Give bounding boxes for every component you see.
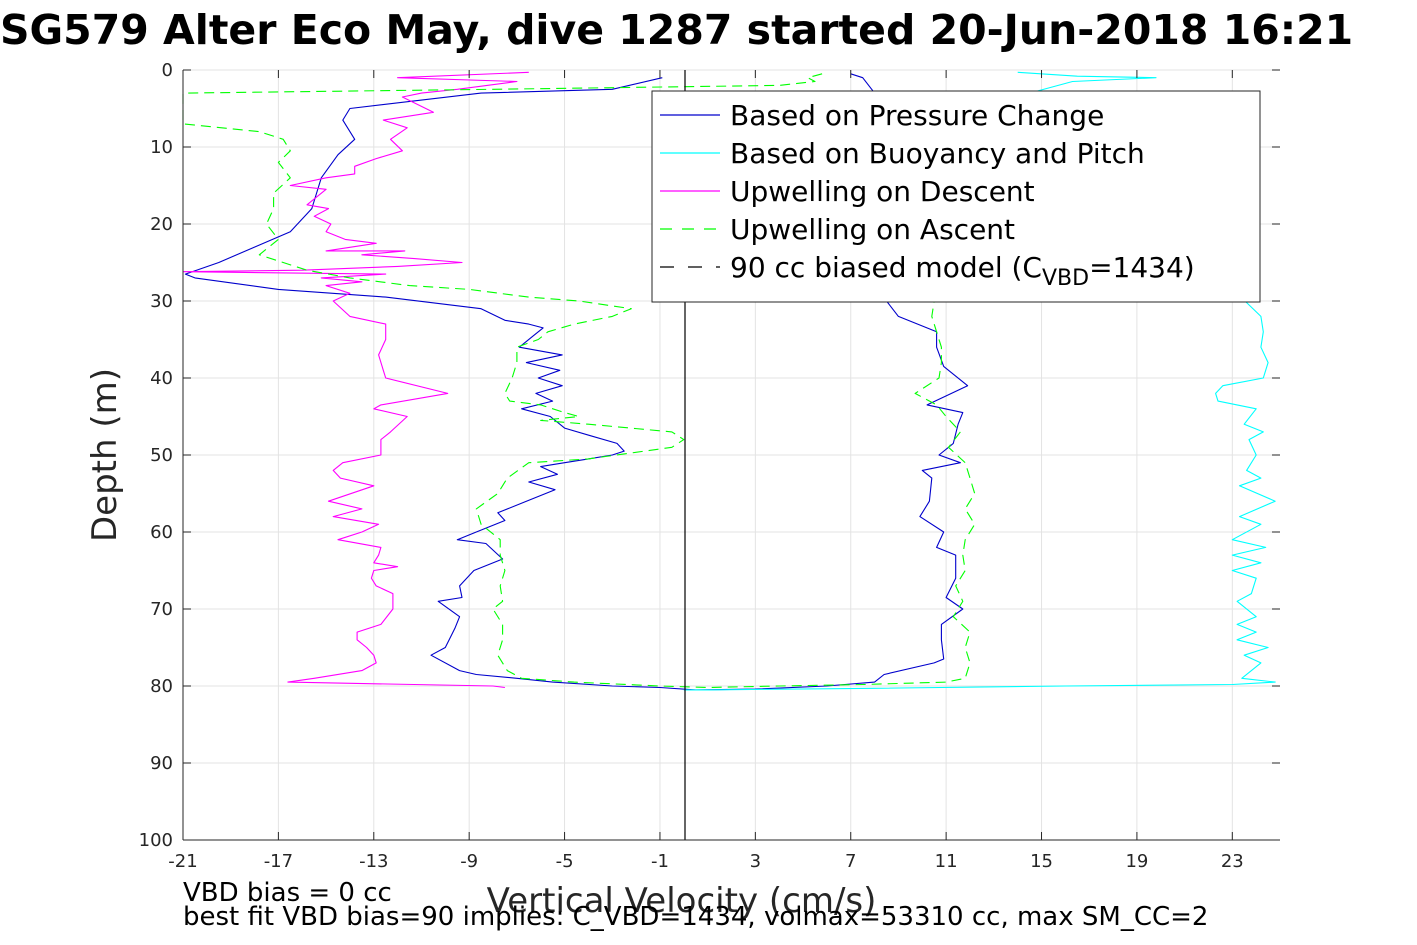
y-tick-label: 30 — [150, 291, 173, 312]
x-tick-label: -9 — [460, 851, 478, 872]
y-tick-label: 50 — [150, 445, 173, 466]
x-tick-label: 15 — [1030, 851, 1053, 872]
series-line-0 — [184, 73, 969, 691]
legend-label-0: Based on Pressure Change — [730, 99, 1104, 132]
series-line-3 — [182, 73, 976, 689]
x-tick-label: -1 — [651, 851, 669, 872]
x-tick-label: -17 — [264, 851, 293, 872]
y-tick-label: 90 — [150, 753, 173, 774]
legend-box — [651, 90, 1261, 303]
series-line-2 — [182, 71, 529, 689]
y-tick-label: 40 — [150, 368, 173, 389]
y-axis-label: Depth (m) — [85, 368, 125, 542]
legend-label-1: Based on Buoyancy and Pitch — [730, 137, 1145, 170]
chart-title: SG579 Alter Eco May, dive 1287 started 2… — [0, 6, 1354, 54]
x-tick-label: 19 — [1125, 851, 1148, 872]
footer-line-1: VBD bias = 0 cc — [183, 878, 392, 908]
y-tick-label: 60 — [150, 522, 173, 543]
x-tick-label: -5 — [556, 851, 574, 872]
x-tick-label: -21 — [168, 851, 197, 872]
y-tick-label: 100 — [139, 830, 173, 851]
x-tick-label: -13 — [359, 851, 388, 872]
x-tick-label: 23 — [1221, 851, 1244, 872]
y-tick-label: 0 — [162, 60, 173, 81]
footer-line-2: best fit VBD bias=90 implies: C_VBD=1434… — [183, 902, 1209, 932]
chart-axes: -21 -17 -13 -9 -5 -1 3 7 11 15 19 23010203040506070… — [85, 60, 1280, 921]
y-tick-label: 70 — [150, 599, 173, 620]
y-tick-label: 10 — [150, 137, 173, 158]
series-line-1 — [683, 71, 1276, 691]
legend-label-4: 90 cc biased model (CVBD=1434) — [730, 251, 1195, 291]
x-tick-label: 7 — [845, 851, 856, 872]
y-tick-label: 20 — [150, 214, 173, 235]
legend-label-2: Upwelling on Descent — [730, 175, 1035, 208]
legend-label-3: Upwelling on Ascent — [730, 213, 1015, 246]
x-axis-label: Vertical Velocity (cm/s) — [487, 881, 877, 921]
x-tick-label: 3 — [750, 851, 761, 872]
chart-legend: Based on Pressure Change Based on Buoyanc… — [651, 90, 1261, 303]
y-tick-label: 80 — [150, 676, 173, 697]
x-tick-label: 11 — [935, 851, 958, 872]
